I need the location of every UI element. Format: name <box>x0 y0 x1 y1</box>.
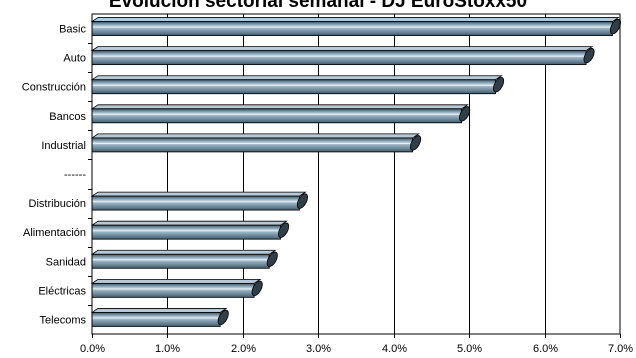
bar-body <box>91 195 300 211</box>
x-tick-label: 0.0% <box>80 343 105 355</box>
bar-top-face <box>90 249 277 255</box>
bar-body <box>91 312 221 327</box>
bar-end-cap <box>278 222 290 238</box>
bar <box>90 249 278 269</box>
category-label: Auto <box>63 53 86 65</box>
plot-frame <box>91 13 621 335</box>
category-label: Sanidad <box>46 256 86 268</box>
bar-top-face <box>90 220 288 226</box>
bar-end-cap <box>251 280 263 297</box>
axes <box>88 13 621 338</box>
x-tick-label: 4.0% <box>382 343 407 355</box>
category-label: Basic <box>59 24 86 36</box>
bar-body <box>91 21 613 36</box>
bar-end-cap <box>609 18 622 35</box>
bar <box>90 133 422 153</box>
bar <box>90 104 471 124</box>
chart-title: Evolución sectorial semanal - DJ EuroSto… <box>108 0 528 12</box>
x-tick-label: 1.0% <box>155 343 180 355</box>
category-label: Distribución <box>29 198 86 210</box>
bar <box>90 75 505 95</box>
bar-top-face <box>90 133 420 139</box>
bar <box>90 191 308 211</box>
bar <box>90 17 622 36</box>
x-tick-label: 2.0% <box>231 343 256 355</box>
x-tick-label: 6.0% <box>533 343 558 355</box>
bar-body <box>91 282 255 298</box>
bar-top-face <box>90 278 262 284</box>
bar-body <box>91 137 413 153</box>
bar-end-cap <box>459 106 471 122</box>
bar-top-face <box>90 191 307 197</box>
bar-top-face <box>90 17 620 22</box>
bars <box>90 17 622 327</box>
bar-body <box>91 224 281 240</box>
category-label: Eléctricas <box>38 285 86 297</box>
x-tick-label: 7.0% <box>608 343 633 355</box>
category-label: Alimentación <box>23 227 86 239</box>
bar-end-cap <box>492 77 505 93</box>
bar-end-cap <box>296 193 308 209</box>
bar <box>90 220 290 240</box>
bar <box>90 308 229 327</box>
x-tick-label: 3.0% <box>306 343 331 355</box>
bar-body <box>91 79 496 95</box>
bar <box>90 278 263 298</box>
bar-top-face <box>90 104 469 110</box>
category-label: Telecoms <box>40 314 87 326</box>
category-label: Construcción <box>22 82 86 94</box>
bar-top-face <box>90 46 594 52</box>
category-label: Industrial <box>41 140 86 152</box>
bar-end-cap <box>266 251 278 267</box>
bar-top-face <box>90 75 503 81</box>
bar-end-cap <box>410 135 422 151</box>
bar <box>90 46 595 66</box>
bar-end-cap <box>217 309 229 326</box>
labels: 0.0% 1.0% 2.0% 3.0% 4.0% 5.0% 6.0% 7.0% Basic Aut… <box>22 24 633 355</box>
category-label: Bancos <box>49 111 86 123</box>
x-tick-label: 5.0% <box>457 343 482 355</box>
bar-top-face <box>90 308 228 313</box>
bar-body <box>91 50 587 66</box>
bar-body <box>91 253 270 269</box>
bar-body <box>91 108 463 124</box>
bar-end-cap <box>583 47 595 64</box>
category-label: ------ <box>64 169 86 181</box>
